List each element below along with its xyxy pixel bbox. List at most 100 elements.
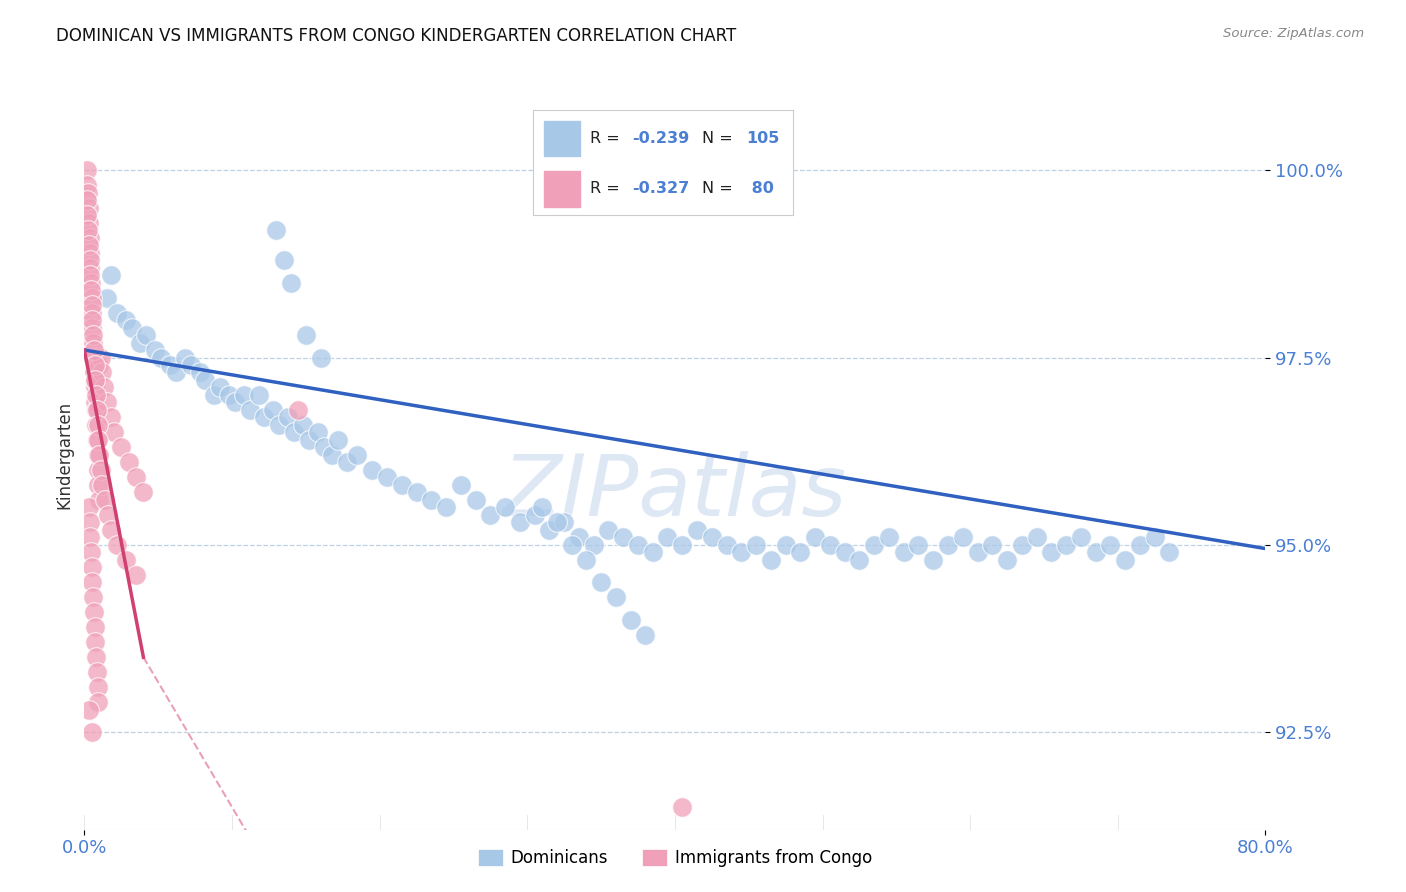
Point xyxy=(1084,545,1107,559)
Point xyxy=(79,530,101,544)
Point xyxy=(627,538,650,552)
Point xyxy=(132,485,155,500)
Point xyxy=(173,351,195,365)
Point xyxy=(82,313,104,327)
Point xyxy=(79,268,101,282)
Point xyxy=(283,425,305,440)
Point xyxy=(96,395,118,409)
Point xyxy=(307,425,329,440)
Point xyxy=(253,410,276,425)
Point xyxy=(118,455,141,469)
Point xyxy=(114,553,136,567)
Point xyxy=(83,620,105,634)
Point xyxy=(76,163,98,178)
Point xyxy=(97,508,120,522)
Point xyxy=(143,343,166,357)
Point xyxy=(598,523,620,537)
Point xyxy=(80,725,103,739)
Point xyxy=(405,485,427,500)
Point xyxy=(218,388,240,402)
Point xyxy=(553,516,575,530)
Point xyxy=(79,253,101,268)
Point xyxy=(103,425,125,440)
Point xyxy=(84,388,107,402)
Point xyxy=(1070,530,1092,544)
Point xyxy=(1025,530,1047,544)
Point xyxy=(328,433,350,447)
Point xyxy=(298,433,321,447)
Point xyxy=(523,508,546,522)
Text: Source: ZipAtlas.com: Source: ZipAtlas.com xyxy=(1223,27,1364,40)
Point xyxy=(877,530,900,544)
Point xyxy=(77,703,100,717)
Point xyxy=(612,530,634,544)
Point xyxy=(87,492,111,507)
Point xyxy=(922,553,945,567)
Point xyxy=(80,283,103,297)
Point xyxy=(232,388,254,402)
Point xyxy=(77,238,100,252)
Point xyxy=(86,463,108,477)
Text: ZIPatlas: ZIPatlas xyxy=(503,450,846,534)
Point xyxy=(87,448,111,462)
Point xyxy=(634,628,657,642)
Point xyxy=(1129,538,1152,552)
Point xyxy=(90,351,112,365)
Point xyxy=(86,448,108,462)
Point xyxy=(87,358,111,372)
Point xyxy=(84,650,107,665)
Point xyxy=(686,523,709,537)
Point xyxy=(287,403,309,417)
Point xyxy=(194,373,217,387)
Point xyxy=(538,523,561,537)
Point xyxy=(105,538,128,552)
Text: DOMINICAN VS IMMIGRANTS FROM CONGO KINDERGARTEN CORRELATION CHART: DOMINICAN VS IMMIGRANTS FROM CONGO KINDE… xyxy=(56,27,737,45)
Point xyxy=(336,455,359,469)
Point xyxy=(671,800,693,814)
Point xyxy=(309,351,332,365)
Point xyxy=(76,208,98,222)
Point xyxy=(375,470,398,484)
Point xyxy=(312,441,335,455)
Point xyxy=(100,410,122,425)
Point xyxy=(321,448,343,462)
Point xyxy=(209,380,232,394)
Point xyxy=(188,366,211,380)
Point xyxy=(575,553,598,567)
Point xyxy=(546,516,568,530)
Point xyxy=(135,328,157,343)
Point xyxy=(121,320,143,334)
Point xyxy=(159,358,181,372)
Point xyxy=(77,201,100,215)
Point xyxy=(239,403,262,417)
Point xyxy=(434,500,457,515)
Point xyxy=(165,366,187,380)
Point xyxy=(79,230,101,244)
Point xyxy=(114,313,136,327)
Point xyxy=(269,417,291,432)
Point xyxy=(82,320,104,334)
Point xyxy=(80,560,103,574)
Point xyxy=(90,463,112,477)
Point xyxy=(273,253,295,268)
Point xyxy=(804,530,827,544)
Point xyxy=(84,635,107,649)
Point xyxy=(80,298,103,312)
Point xyxy=(591,575,613,590)
Point xyxy=(84,373,107,387)
Y-axis label: Kindergarten: Kindergarten xyxy=(55,401,73,509)
Point xyxy=(86,680,108,694)
Point xyxy=(86,417,108,432)
Point xyxy=(1143,530,1166,544)
Point xyxy=(86,433,108,447)
Point xyxy=(100,523,122,537)
Point xyxy=(150,351,173,365)
Point xyxy=(83,366,105,380)
Point xyxy=(280,276,302,290)
Point xyxy=(76,178,98,193)
Point xyxy=(83,358,105,372)
Point xyxy=(82,351,104,365)
Point xyxy=(464,492,486,507)
Point xyxy=(966,545,988,559)
Point xyxy=(180,358,202,372)
